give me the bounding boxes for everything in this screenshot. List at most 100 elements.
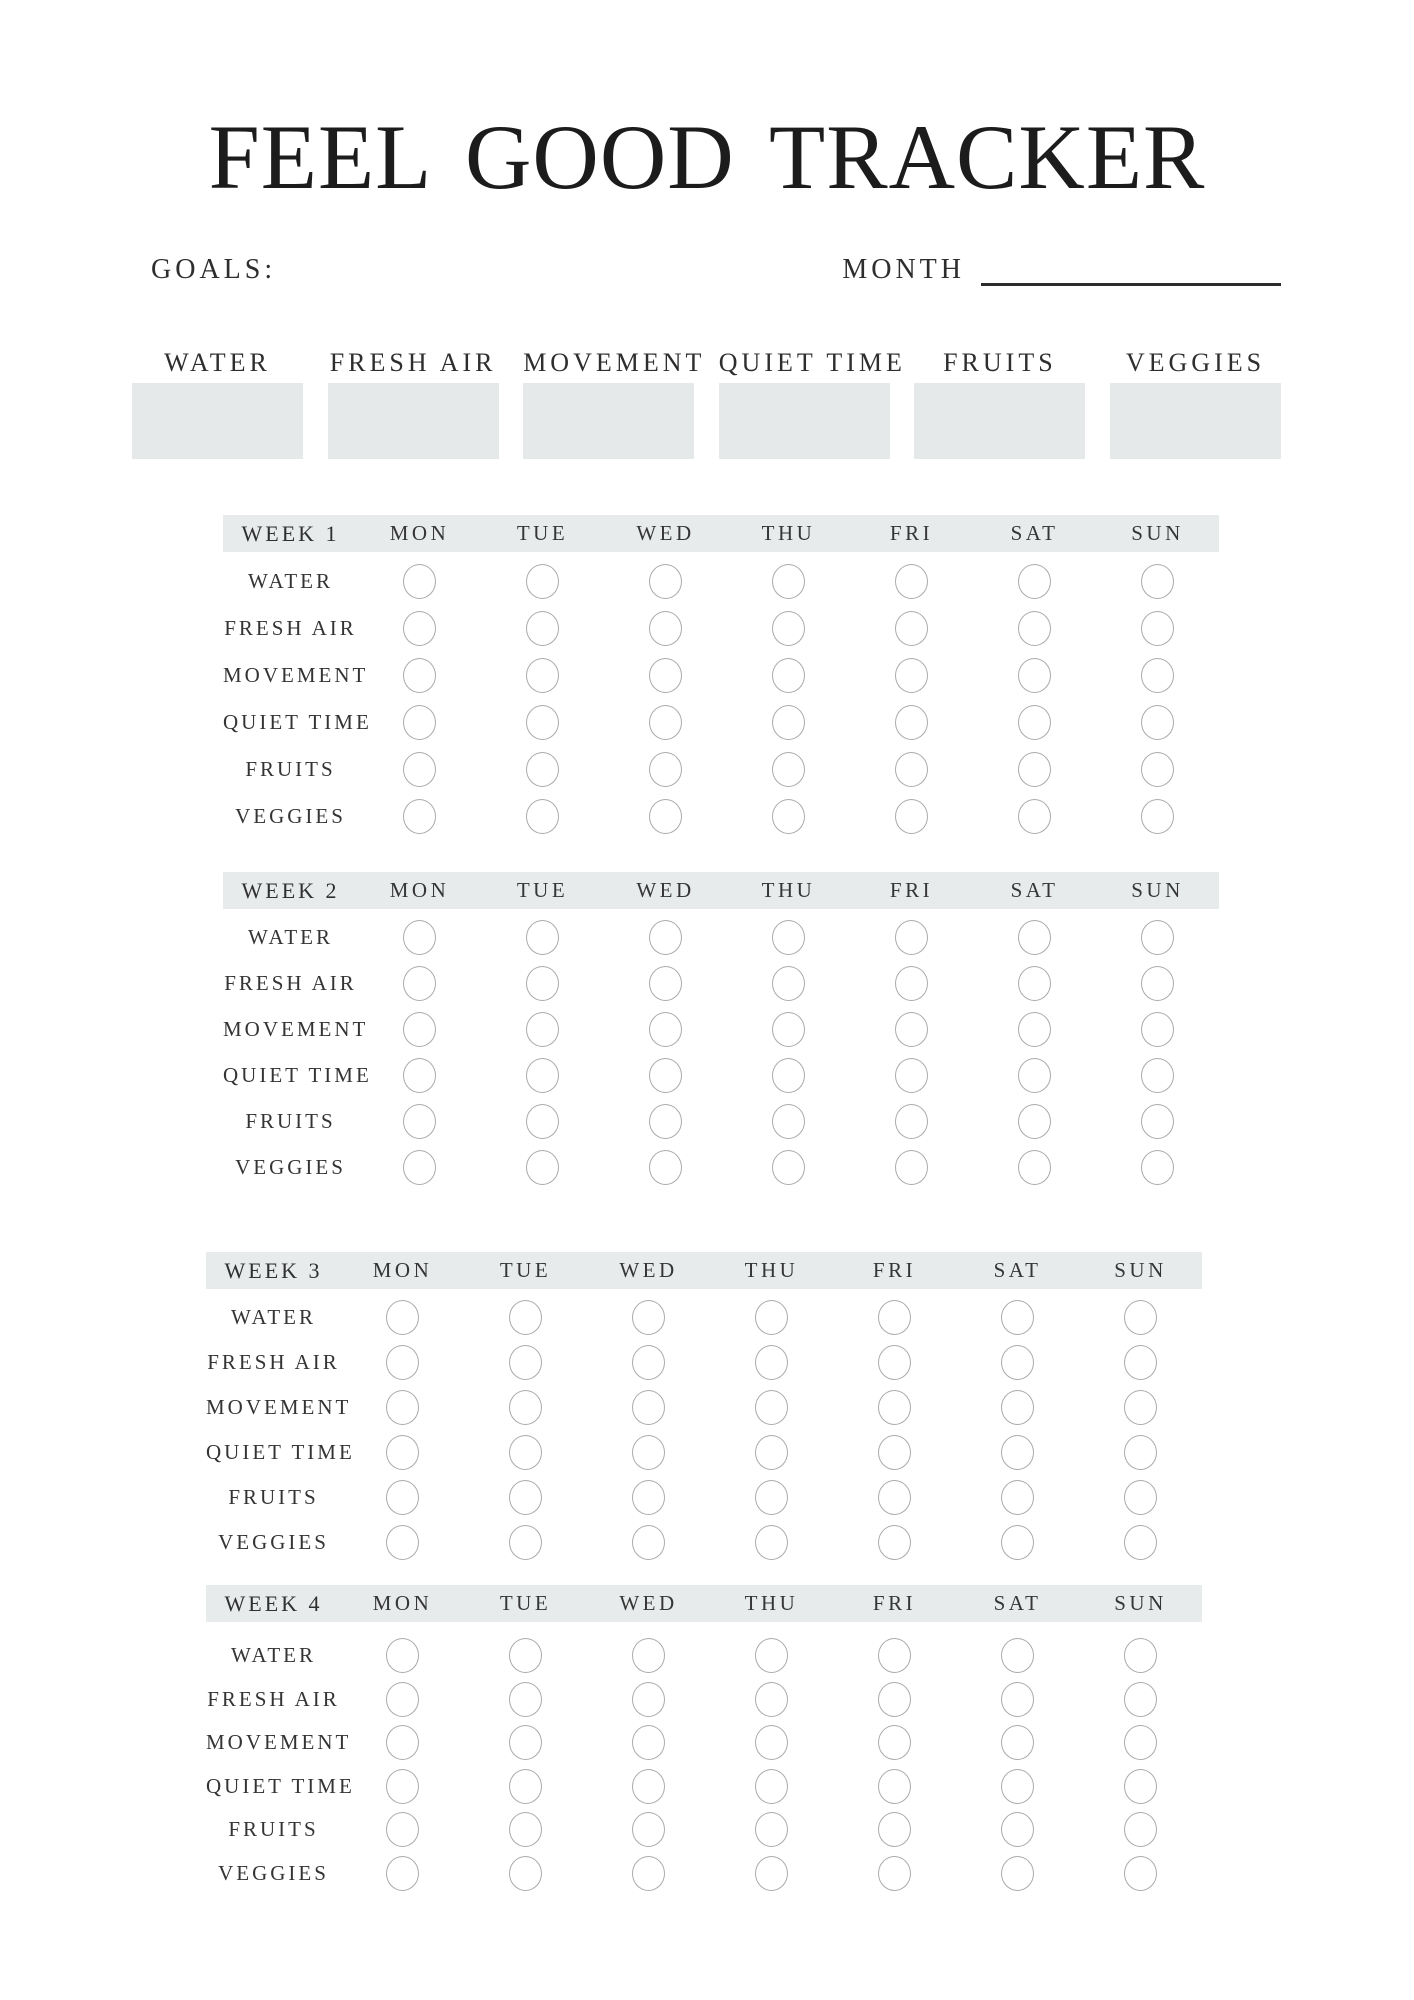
tracker-circle[interactable] (1001, 1638, 1034, 1674)
tracker-circle[interactable] (772, 799, 805, 834)
tracker-circle[interactable] (1141, 564, 1174, 599)
category-goal-box[interactable] (132, 383, 303, 459)
tracker-circle[interactable] (1001, 1300, 1034, 1335)
tracker-circle[interactable] (1001, 1435, 1034, 1470)
tracker-circle[interactable] (895, 919, 928, 955)
tracker-circle[interactable] (386, 1345, 419, 1380)
tracker-circle[interactable] (895, 705, 928, 740)
tracker-circle[interactable] (755, 1345, 788, 1380)
tracker-circle[interactable] (386, 1812, 419, 1848)
tracker-circle[interactable] (1141, 1103, 1174, 1139)
tracker-circle[interactable] (772, 1149, 805, 1185)
tracker-circle[interactable] (1018, 564, 1051, 599)
tracker-circle[interactable] (526, 919, 559, 955)
tracker-circle[interactable] (509, 1390, 542, 1425)
tracker-circle[interactable] (1018, 611, 1051, 646)
tracker-circle[interactable] (509, 1525, 542, 1560)
tracker-circle[interactable] (403, 752, 436, 787)
tracker-circle[interactable] (1124, 1435, 1157, 1470)
tracker-circle[interactable] (649, 564, 682, 599)
tracker-circle[interactable] (526, 799, 559, 834)
tracker-circle[interactable] (1141, 1057, 1174, 1093)
tracker-circle[interactable] (772, 1103, 805, 1139)
tracker-circle[interactable] (878, 1525, 911, 1560)
tracker-circle[interactable] (1001, 1390, 1034, 1425)
tracker-circle[interactable] (509, 1681, 542, 1717)
tracker-circle[interactable] (1141, 1149, 1174, 1185)
tracker-circle[interactable] (509, 1300, 542, 1335)
tracker-circle[interactable] (878, 1681, 911, 1717)
tracker-circle[interactable] (509, 1638, 542, 1674)
tracker-circle[interactable] (1001, 1812, 1034, 1848)
tracker-circle[interactable] (755, 1768, 788, 1804)
tracker-circle[interactable] (895, 1057, 928, 1093)
tracker-circle[interactable] (632, 1725, 665, 1761)
tracker-circle[interactable] (386, 1768, 419, 1804)
tracker-circle[interactable] (649, 1011, 682, 1047)
tracker-circle[interactable] (386, 1525, 419, 1560)
tracker-circle[interactable] (403, 658, 436, 693)
tracker-circle[interactable] (755, 1525, 788, 1560)
tracker-circle[interactable] (386, 1300, 419, 1335)
tracker-circle[interactable] (895, 799, 928, 834)
tracker-circle[interactable] (1141, 752, 1174, 787)
tracker-circle[interactable] (1001, 1345, 1034, 1380)
tracker-circle[interactable] (632, 1435, 665, 1470)
tracker-circle[interactable] (755, 1435, 788, 1470)
tracker-circle[interactable] (772, 658, 805, 693)
tracker-circle[interactable] (772, 752, 805, 787)
tracker-circle[interactable] (526, 611, 559, 646)
tracker-circle[interactable] (649, 799, 682, 834)
tracker-circle[interactable] (632, 1525, 665, 1560)
tracker-circle[interactable] (509, 1435, 542, 1470)
tracker-circle[interactable] (1141, 611, 1174, 646)
tracker-circle[interactable] (1124, 1525, 1157, 1560)
tracker-circle[interactable] (386, 1435, 419, 1470)
tracker-circle[interactable] (878, 1725, 911, 1761)
tracker-circle[interactable] (1001, 1855, 1034, 1891)
tracker-circle[interactable] (895, 1149, 928, 1185)
tracker-circle[interactable] (1124, 1725, 1157, 1761)
tracker-circle[interactable] (649, 1103, 682, 1139)
category-goal-box[interactable] (1109, 383, 1281, 459)
tracker-circle[interactable] (755, 1638, 788, 1674)
tracker-circle[interactable] (526, 1149, 559, 1185)
tracker-circle[interactable] (895, 611, 928, 646)
tracker-circle[interactable] (895, 752, 928, 787)
tracker-circle[interactable] (386, 1480, 419, 1515)
tracker-circle[interactable] (526, 1011, 559, 1047)
tracker-circle[interactable] (386, 1725, 419, 1761)
tracker-circle[interactable] (755, 1855, 788, 1891)
tracker-circle[interactable] (632, 1390, 665, 1425)
tracker-circle[interactable] (895, 965, 928, 1001)
tracker-circle[interactable] (526, 705, 559, 740)
tracker-circle[interactable] (772, 965, 805, 1001)
tracker-circle[interactable] (386, 1390, 419, 1425)
tracker-circle[interactable] (403, 919, 436, 955)
tracker-circle[interactable] (1001, 1768, 1034, 1804)
tracker-circle[interactable] (878, 1480, 911, 1515)
tracker-circle[interactable] (772, 919, 805, 955)
tracker-circle[interactable] (755, 1812, 788, 1848)
tracker-circle[interactable] (1001, 1681, 1034, 1717)
tracker-circle[interactable] (403, 1103, 436, 1139)
tracker-circle[interactable] (509, 1812, 542, 1848)
tracker-circle[interactable] (1124, 1300, 1157, 1335)
tracker-circle[interactable] (1124, 1345, 1157, 1380)
tracker-circle[interactable] (632, 1681, 665, 1717)
tracker-circle[interactable] (403, 1149, 436, 1185)
tracker-circle[interactable] (895, 658, 928, 693)
tracker-circle[interactable] (1141, 919, 1174, 955)
tracker-circle[interactable] (509, 1855, 542, 1891)
tracker-circle[interactable] (632, 1768, 665, 1804)
tracker-circle[interactable] (526, 564, 559, 599)
tracker-circle[interactable] (755, 1480, 788, 1515)
month-fill-line[interactable] (981, 260, 1281, 287)
tracker-circle[interactable] (649, 1057, 682, 1093)
tracker-circle[interactable] (1018, 1057, 1051, 1093)
tracker-circle[interactable] (878, 1812, 911, 1848)
tracker-circle[interactable] (526, 752, 559, 787)
tracker-circle[interactable] (755, 1300, 788, 1335)
tracker-circle[interactable] (1124, 1768, 1157, 1804)
category-goal-box[interactable] (523, 383, 695, 459)
